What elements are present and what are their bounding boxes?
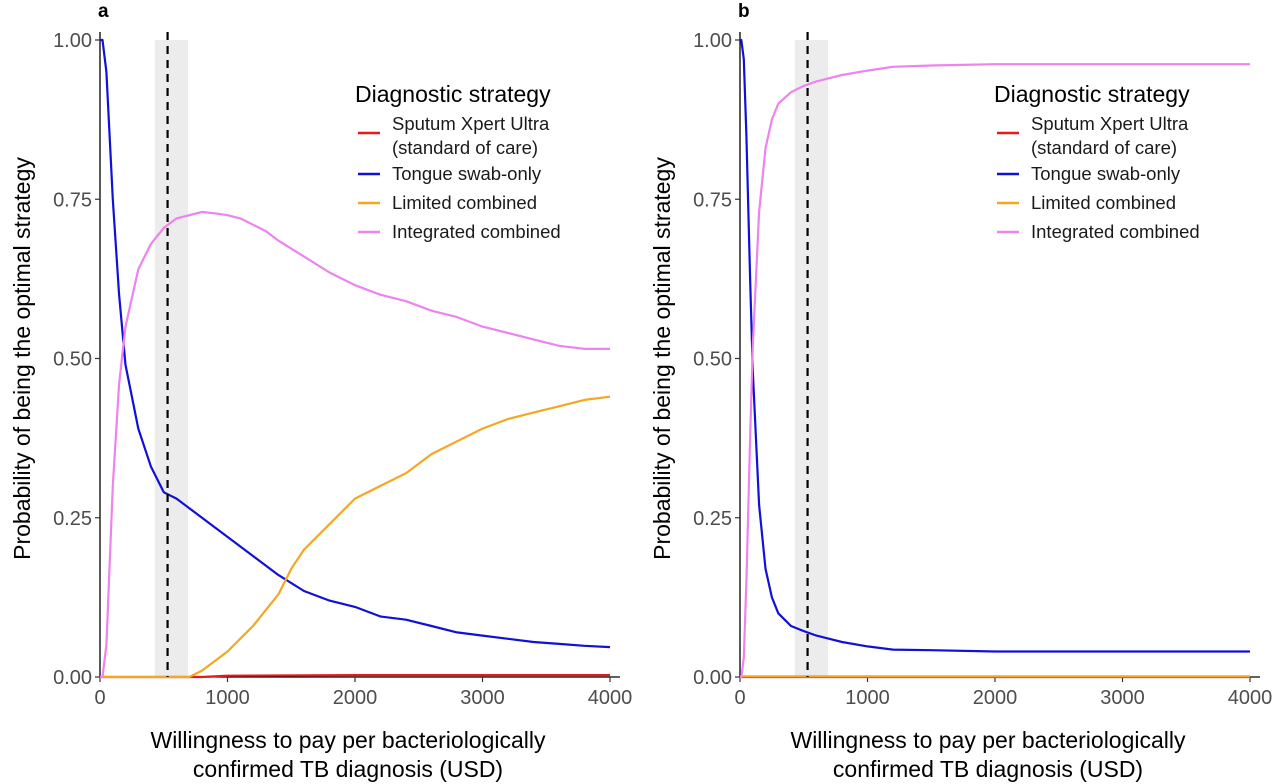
x-tick-label: 2000 <box>973 687 1018 709</box>
y-tick-label: 0.25 <box>693 508 732 530</box>
x-tick-label: 1000 <box>845 687 890 709</box>
x-tick-label: 1000 <box>205 687 250 709</box>
panel-letter: a <box>98 1 109 22</box>
x-tick-label: 3000 <box>1100 687 1145 709</box>
series-line-limited-combined <box>100 395 611 679</box>
series-line-integrated-combined <box>100 210 610 679</box>
y-tick-label: 0.25 <box>53 508 92 530</box>
legend-title: Diagnostic strategy <box>355 81 551 107</box>
y-tick-label: 0.00 <box>693 667 732 689</box>
panel-letter: b <box>738 1 750 22</box>
y-tick-label: 0.50 <box>53 349 92 371</box>
chart-panel-b: b 0 1000 2000 3000 4000 0.00 0.25 0.50 0.75 1.00 Pr… <box>649 1 1272 782</box>
y-axis-title: Probability of being the optimal strateg… <box>9 157 35 560</box>
chart-panel-a: a 0 1000 2000 3000 4000 0.00 0.25 0.50 0.75 1.00 Pr… <box>9 1 632 782</box>
legend-label: Limited combined <box>392 192 537 213</box>
y-tick-label: 1.00 <box>693 30 732 52</box>
uncertainty-band <box>794 40 828 677</box>
x-tick-label: 3000 <box>460 687 505 709</box>
x-tick-label: 0 <box>734 687 745 709</box>
legend-label: Sputum Xpert Ultra <box>1031 113 1189 134</box>
series-line-tongue-swab-only <box>100 38 611 649</box>
x-axis-title: confirmed TB diagnosis (USD) <box>193 756 503 782</box>
y-tick-label: 1.00 <box>53 30 92 52</box>
legend-label: Sputum Xpert Ultra <box>392 113 550 134</box>
legend: Diagnostic strategy Sputum Xpert Ultra (st… <box>355 81 561 242</box>
y-tick-label: 0.00 <box>53 667 92 689</box>
uncertainty-band <box>154 40 188 677</box>
legend-label: (standard of care) <box>1031 137 1177 158</box>
y-tick-label: 0.50 <box>693 349 732 371</box>
x-axis-title: Willingness to pay per bacteriologically <box>790 727 1186 753</box>
series-line-tongue-swab-only <box>740 38 1250 653</box>
legend-title: Diagnostic strategy <box>994 81 1190 107</box>
series-line-integrated-combined <box>740 63 1250 679</box>
x-axis-title: Willingness to pay per bacteriologically <box>150 727 546 753</box>
y-tick-label: 0.75 <box>693 189 732 211</box>
legend-label: Tongue swab-only <box>392 163 542 184</box>
legend-label: Tongue swab-only <box>1031 163 1181 184</box>
y-tick-label: 0.75 <box>53 189 92 211</box>
legend-label: Limited combined <box>1031 192 1176 213</box>
legend-label: Integrated combined <box>392 221 561 242</box>
legend-label: Integrated combined <box>1031 221 1200 242</box>
legend: Diagnostic strategy Sputum Xpert Ultra (st… <box>994 81 1200 242</box>
y-axis-title: Probability of being the optimal strateg… <box>649 157 675 560</box>
x-tick-label: 4000 <box>1228 687 1273 709</box>
x-axis-title: confirmed TB diagnosis (USD) <box>833 756 1143 782</box>
x-tick-label: 0 <box>94 687 105 709</box>
x-tick-label: 2000 <box>333 687 378 709</box>
x-tick-label: 4000 <box>588 687 633 709</box>
legend-label: (standard of care) <box>392 137 538 158</box>
